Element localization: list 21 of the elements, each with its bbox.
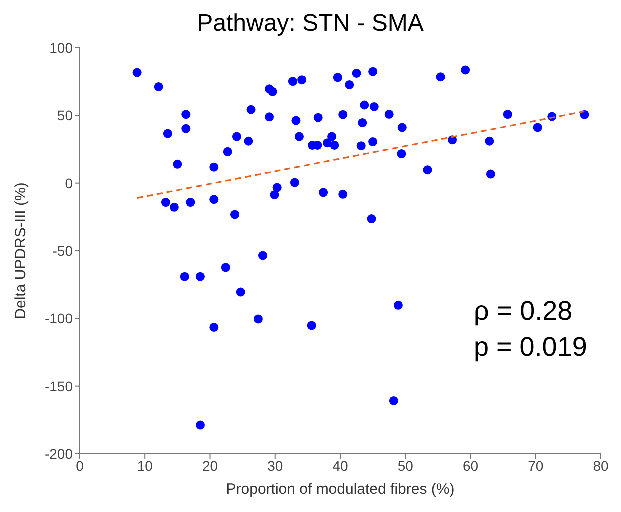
x-tick-label: 40: [332, 458, 348, 474]
y-tick-label: 0: [65, 175, 74, 192]
x-tick-label: 10: [137, 458, 154, 474]
x-tick-label: 0: [76, 458, 84, 474]
x-tick-label: 20: [202, 458, 218, 474]
y-tick-label: -50: [52, 242, 74, 259]
y-tick-label: -100: [44, 310, 74, 327]
x-tick-label: 50: [398, 458, 414, 474]
y-tick-label: 100: [50, 40, 74, 56]
annotation: p = 0.019: [474, 331, 588, 364]
x-tick-label: 60: [462, 458, 479, 474]
chart-title: Pathway: STN - SMA: [196, 10, 425, 38]
annotation: ρ = 0.28: [474, 295, 574, 328]
y-axis-title: Delta UPDRS-III (%): [12, 182, 30, 320]
y-tick-label: -200: [44, 446, 74, 462]
x-tick-label: 70: [528, 458, 544, 474]
y-tick-label: 50: [57, 108, 74, 124]
y-tick-label: -150: [44, 378, 74, 394]
x-tick-label: 30: [268, 458, 284, 474]
x-axis-title: Proportion of modulated fibres (%): [226, 481, 455, 498]
x-tick-label: 80: [593, 458, 609, 474]
